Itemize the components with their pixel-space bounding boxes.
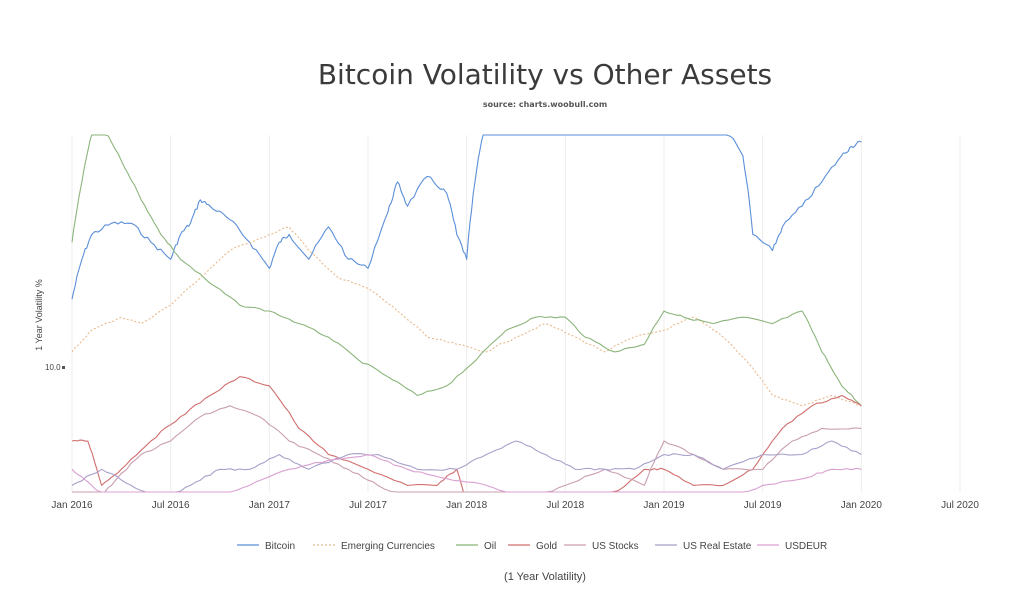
x-tick-label: Jul 2019	[744, 500, 782, 511]
x-tick-label: Jan 2018	[446, 500, 488, 511]
x-tick-label: Jul 2020	[941, 500, 979, 511]
legend-label: Gold	[536, 541, 557, 552]
y-axis-label: 1 Year Volatility %	[34, 279, 44, 351]
legend: Bitcoin Emerging Currencies Oil Gold US Stoc…	[237, 541, 827, 552]
legend-label: US Real Estate	[683, 541, 752, 552]
x-tick-label: Jan 2017	[249, 500, 291, 511]
legend-label: US Stocks	[592, 541, 639, 552]
x-axis-label: (1 Year Volatility)	[504, 571, 586, 583]
legend-label: Oil	[484, 541, 496, 552]
legend-label: USDEUR	[785, 541, 827, 552]
x-tick-label: Jan 2016	[51, 500, 93, 511]
y-tick-mark	[62, 366, 65, 369]
series-line-usdeur	[71, 453, 862, 493]
x-tick-label: Jan 2019	[643, 500, 685, 511]
series-line-emerging-currencies	[71, 226, 862, 407]
x-tick-label: Jul 2018	[546, 500, 584, 511]
x-tick-label: Jul 2016	[152, 500, 190, 511]
x-axis-ticks: Jan 2016 Jul 2016 Jan 2017 Jul 2017 Jan 2018…	[51, 500, 979, 511]
y-tick-label: 10.0	[45, 363, 61, 372]
x-tick-label: Jan 2020	[841, 500, 883, 511]
legend-label: Bitcoin	[265, 541, 295, 552]
grid	[71, 135, 961, 492]
series-lines	[71, 134, 862, 493]
series-line-us-real-estate	[71, 440, 862, 493]
series-line-oil	[71, 134, 862, 407]
series-line-bitcoin	[71, 134, 862, 300]
chart-title: Bitcoin Volatility vs Other Assets	[318, 58, 772, 91]
x-tick-label: Jul 2017	[349, 500, 387, 511]
chart-subtitle: source: charts.woobull.com	[483, 100, 607, 109]
legend-label: Emerging Currencies	[341, 541, 435, 552]
